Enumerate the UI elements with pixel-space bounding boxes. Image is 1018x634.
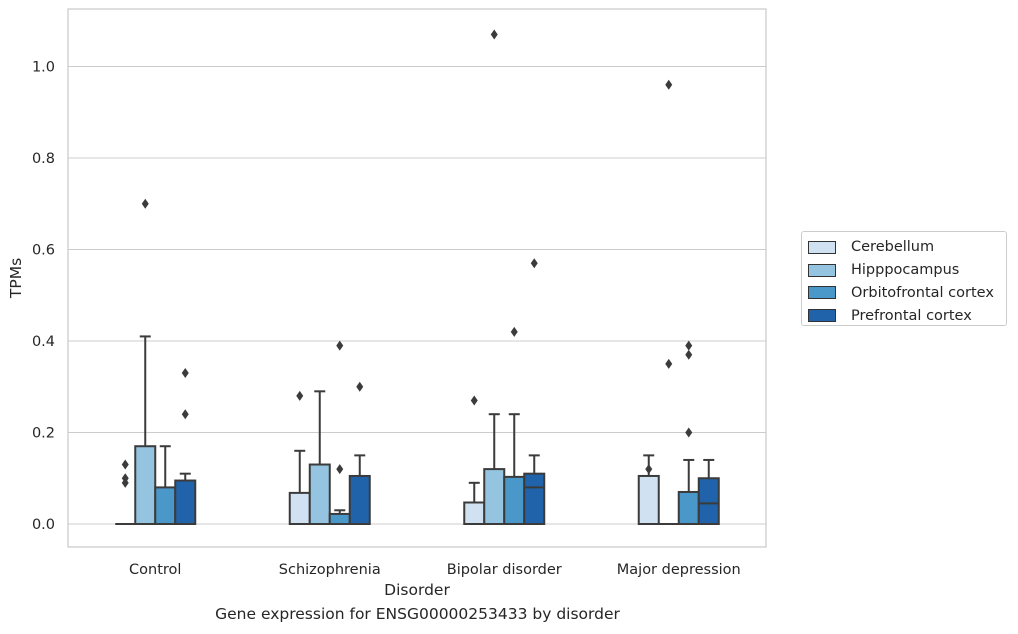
x-tick-label-major-depression: Major depression bbox=[617, 562, 741, 578]
flier-prefrontal-cortex-control bbox=[181, 368, 189, 379]
box-prefrontal-cortex-schizophrenia bbox=[348, 474, 371, 525]
box-orbitofrontal-cortex-schizophrenia bbox=[328, 512, 351, 525]
y-tick-label: 0.8 bbox=[32, 151, 55, 167]
flier-prefrontal-cortex-schizophrenia bbox=[356, 381, 364, 392]
box-hipppocampus-control bbox=[134, 445, 157, 526]
box-prefrontal-cortex-control bbox=[174, 479, 197, 526]
box-cerebellum-bipolar-disorder bbox=[463, 501, 486, 525]
flier-cerebellum-control bbox=[121, 459, 129, 470]
y-tick-label: 1.0 bbox=[32, 60, 55, 76]
box-orbitofrontal-cortex-control bbox=[154, 486, 177, 525]
flier-orbitofrontal-cortex-bipolar-disorder bbox=[510, 326, 518, 337]
plot-frame bbox=[67, 8, 767, 548]
box-prefrontal-cortex-major-depression bbox=[697, 477, 720, 525]
flier-cerebellum-major-depression bbox=[645, 464, 653, 475]
flier-orbitofrontal-cortex-major-depression bbox=[685, 427, 693, 438]
x-tick-label-schizophrenia: Schizophrenia bbox=[279, 562, 381, 578]
box-prefrontal-cortex-bipolar-disorder bbox=[523, 472, 546, 525]
legend-item-prefrontal: Prefrontal cortex bbox=[808, 304, 1006, 327]
flier-prefrontal-cortex-control bbox=[181, 409, 189, 420]
flier-cerebellum-control bbox=[121, 473, 129, 484]
legend-item-orbitofrontal: Orbitofrontal cortex bbox=[808, 282, 1006, 305]
legend-label-hippocampus: Hipppocampus bbox=[851, 262, 960, 279]
flier-hipppocampus-major-depression bbox=[665, 79, 673, 90]
flier-hipppocampus-major-depression bbox=[665, 358, 673, 369]
legend-swatch-prefrontal bbox=[808, 309, 836, 323]
legend-item-cerebellum: Cerebellum bbox=[808, 236, 1006, 259]
y-axis-label: TPMs bbox=[7, 258, 25, 299]
box-hipppocampus-schizophrenia bbox=[308, 463, 331, 525]
y-tick-label: 0.4 bbox=[32, 334, 55, 350]
box-cerebellum-schizophrenia bbox=[288, 491, 311, 526]
box-cerebellum-major-depression bbox=[637, 474, 660, 525]
flier-orbitofrontal-cortex-schizophrenia bbox=[336, 340, 344, 351]
box-orbitofrontal-cortex-bipolar-disorder bbox=[503, 475, 526, 526]
flier-prefrontal-cortex-bipolar-disorder bbox=[530, 258, 538, 269]
box-hipppocampus-bipolar-disorder bbox=[483, 468, 506, 526]
y-tick-label: 0.2 bbox=[32, 426, 55, 442]
legend-label-prefrontal: Prefrontal cortex bbox=[851, 307, 972, 324]
flier-orbitofrontal-cortex-major-depression bbox=[685, 349, 693, 360]
legend-swatch-hippocampus bbox=[808, 263, 836, 277]
flier-cerebellum-bipolar-disorder bbox=[470, 395, 478, 406]
y-tick-label: 0.6 bbox=[32, 243, 55, 259]
x-tick-label-control: Control bbox=[129, 562, 181, 578]
legend-swatch-cerebellum bbox=[808, 240, 836, 254]
box-orbitofrontal-cortex-major-depression bbox=[677, 490, 700, 526]
flier-orbitofrontal-cortex-major-depression bbox=[685, 340, 693, 351]
legend-label-orbitofrontal: Orbitofrontal cortex bbox=[851, 284, 994, 301]
legend-swatch-orbitofrontal bbox=[808, 286, 836, 300]
flier-cerebellum-schizophrenia bbox=[296, 390, 304, 401]
legend-item-hippocampus: Hipppocampus bbox=[808, 259, 1006, 282]
flier-hipppocampus-control bbox=[141, 198, 149, 209]
x-axis-label: Disorder bbox=[384, 581, 450, 599]
x-tick-label-bipolar-disorder: Bipolar disorder bbox=[447, 562, 562, 578]
flier-hipppocampus-bipolar-disorder bbox=[490, 29, 498, 40]
flier-orbitofrontal-cortex-schizophrenia bbox=[336, 464, 344, 475]
chart-caption: Gene expression for ENSG00000253433 by d… bbox=[215, 605, 620, 623]
legend: Cerebellum Hipppocampus Orbitofrontal co… bbox=[801, 231, 1007, 326]
y-tick-label: 0.0 bbox=[32, 517, 55, 533]
legend-label-cerebellum: Cerebellum bbox=[851, 239, 935, 256]
